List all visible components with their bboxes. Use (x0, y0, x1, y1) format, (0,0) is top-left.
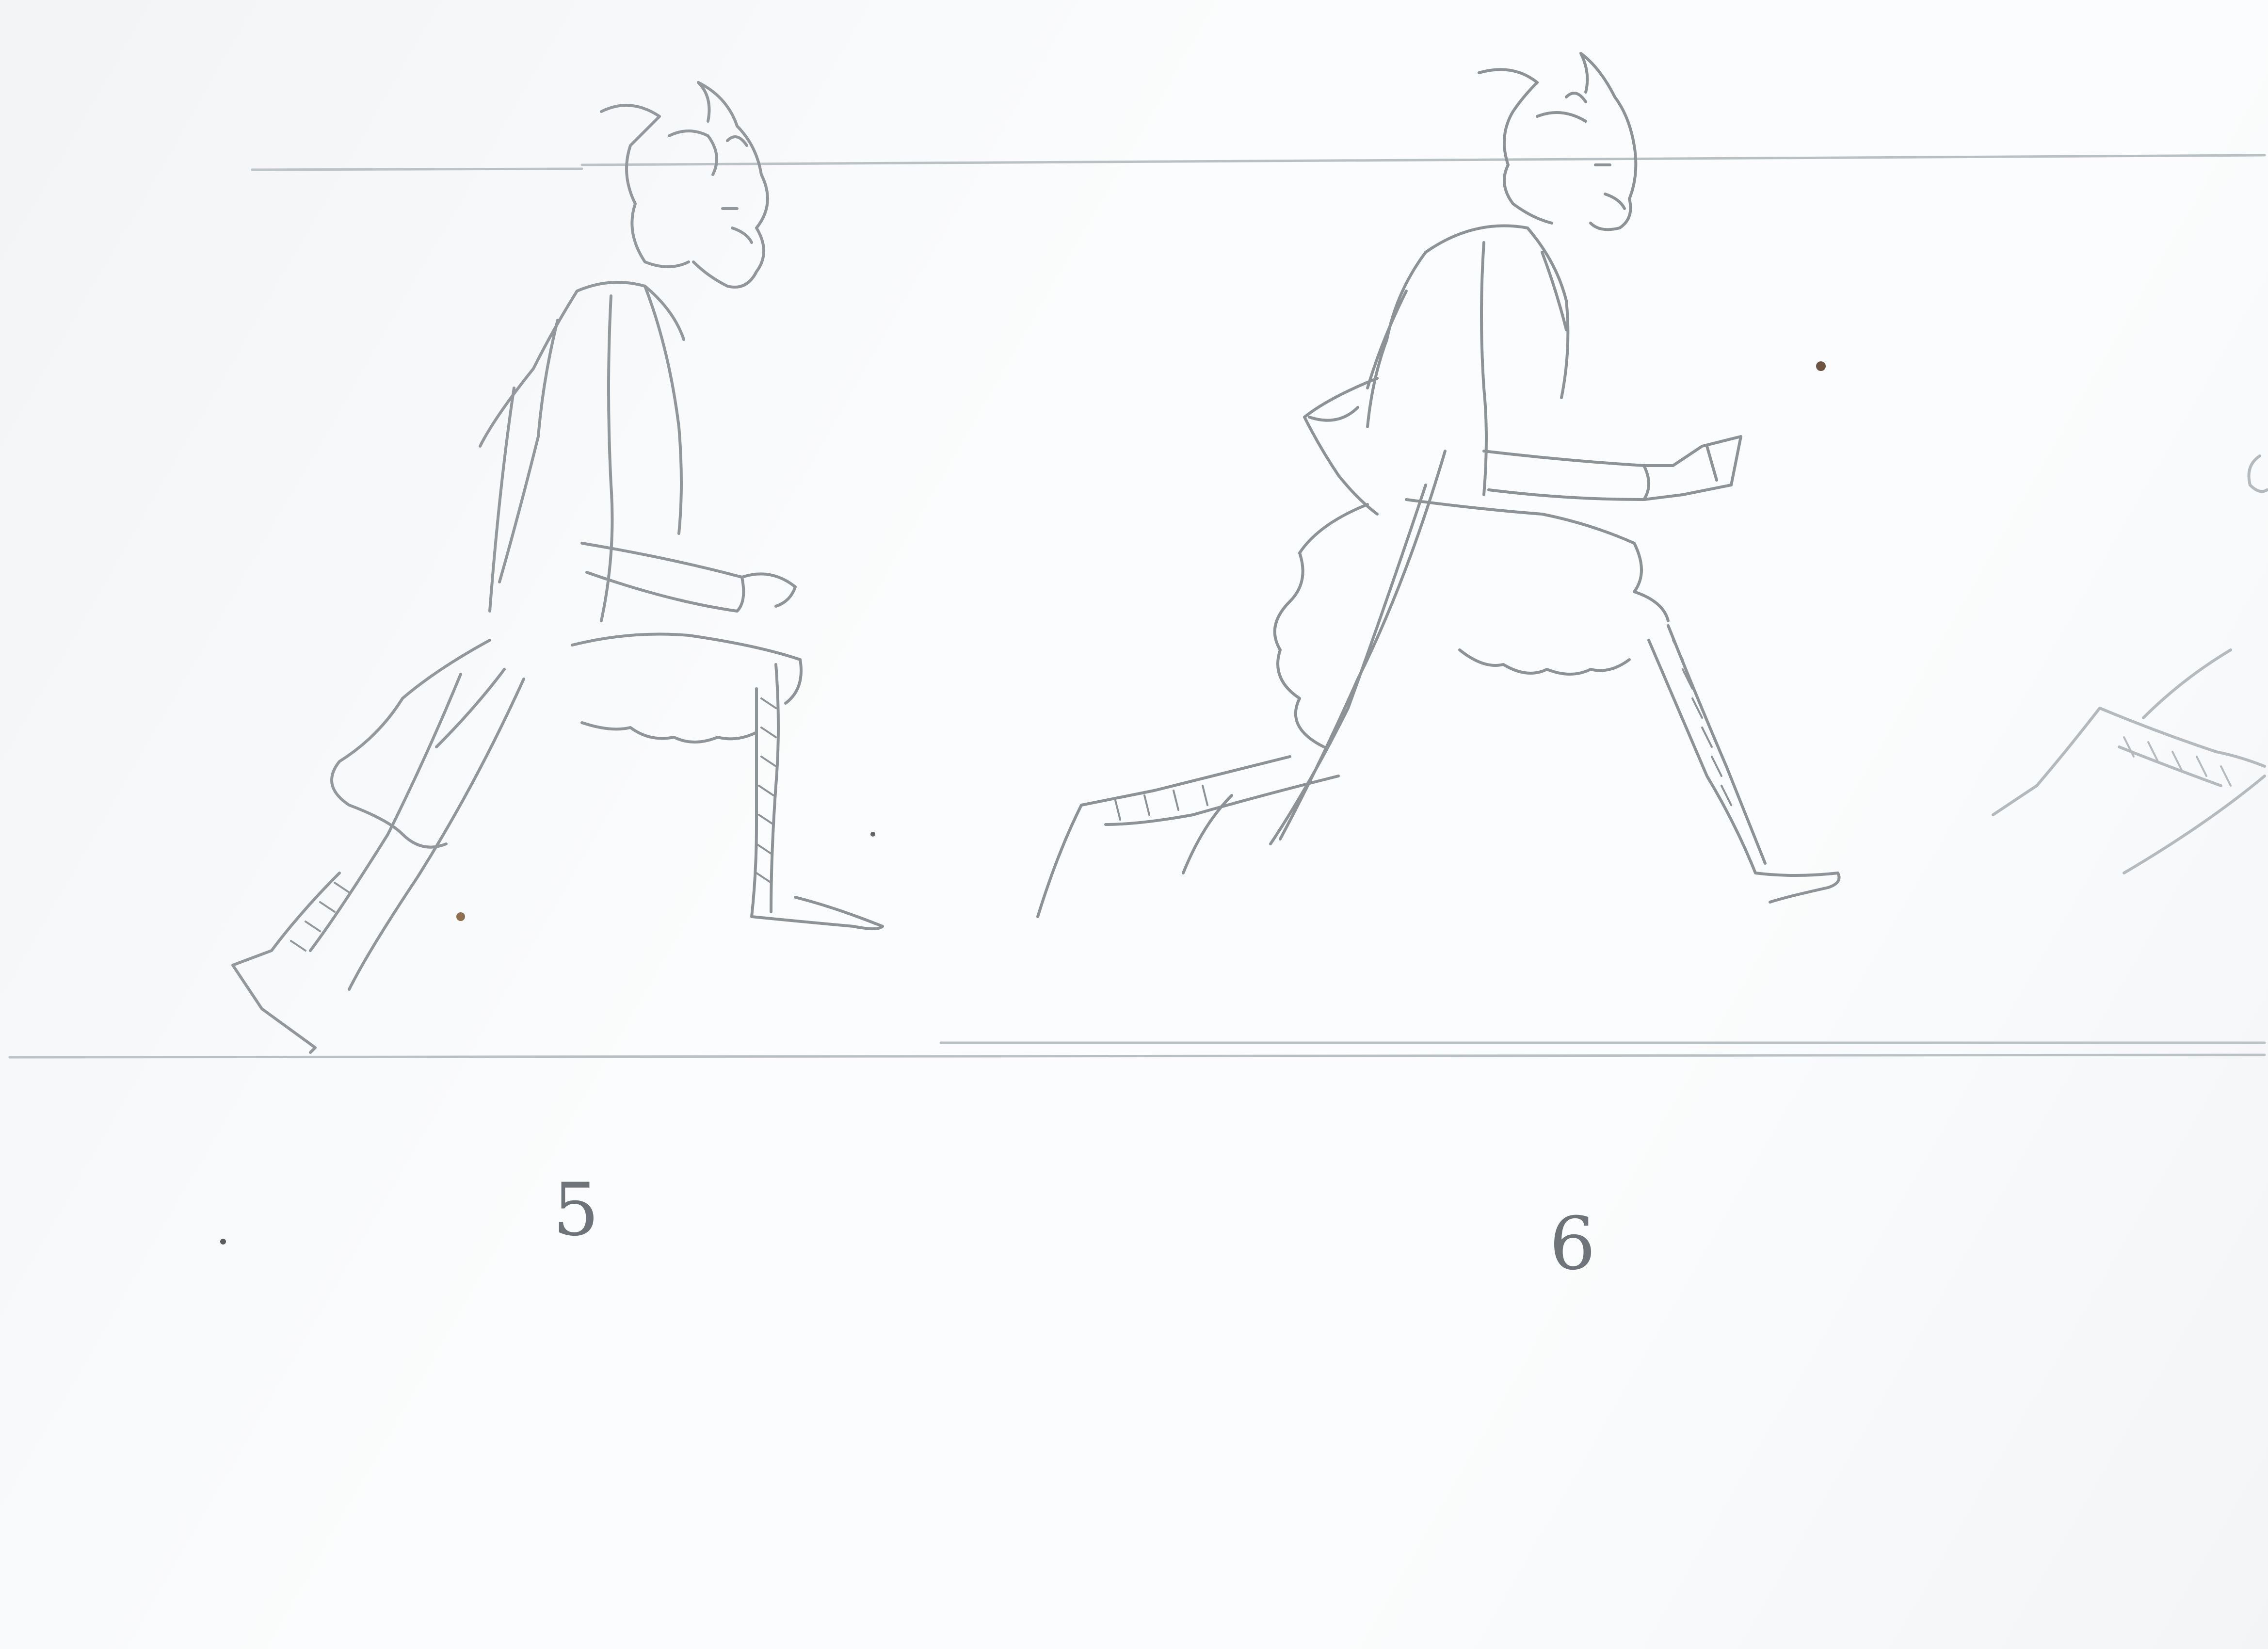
figure-5-back-leg (231, 673, 525, 1054)
figure-6-skirt (1273, 498, 1670, 748)
figure-5-ear (697, 81, 748, 147)
figure-frame-5 (231, 81, 884, 1054)
figure-6-front-leg (1647, 624, 1841, 904)
figure-5-skirt (330, 632, 803, 849)
figure-frame-7-partial (1992, 454, 2268, 874)
frame-number-6: 6 (1549, 1202, 1596, 1286)
figure-6-back-leg (1036, 450, 1447, 918)
figure-7-partial-legs (1992, 648, 2266, 874)
figure-5-leg-hatching (290, 697, 777, 952)
figure-5-arm (580, 542, 797, 613)
figure-6-ear (1565, 52, 1589, 103)
figure-frame-6 (1036, 52, 1841, 918)
figure-6-head (1478, 52, 1638, 231)
bottom-guide-line (8, 1041, 2266, 1059)
figure-7-partial-head (2247, 454, 2268, 493)
paper-specks (220, 361, 1826, 1245)
figure-6-torso (1366, 224, 1570, 496)
guide-lines (8, 154, 2266, 1059)
figure-6-back-arm (1303, 377, 1379, 516)
figure-5-head (600, 81, 769, 289)
figure-6-front-arm (1482, 435, 1742, 501)
top-guide-line (251, 154, 2266, 171)
figure-5-torso (479, 281, 685, 622)
figure-5-front-leg (750, 663, 884, 930)
figure-6-leg-hatching (1114, 639, 1732, 821)
figure-7-leg-hatching (2123, 736, 2232, 787)
frame-number-5: 5 (553, 1168, 599, 1252)
